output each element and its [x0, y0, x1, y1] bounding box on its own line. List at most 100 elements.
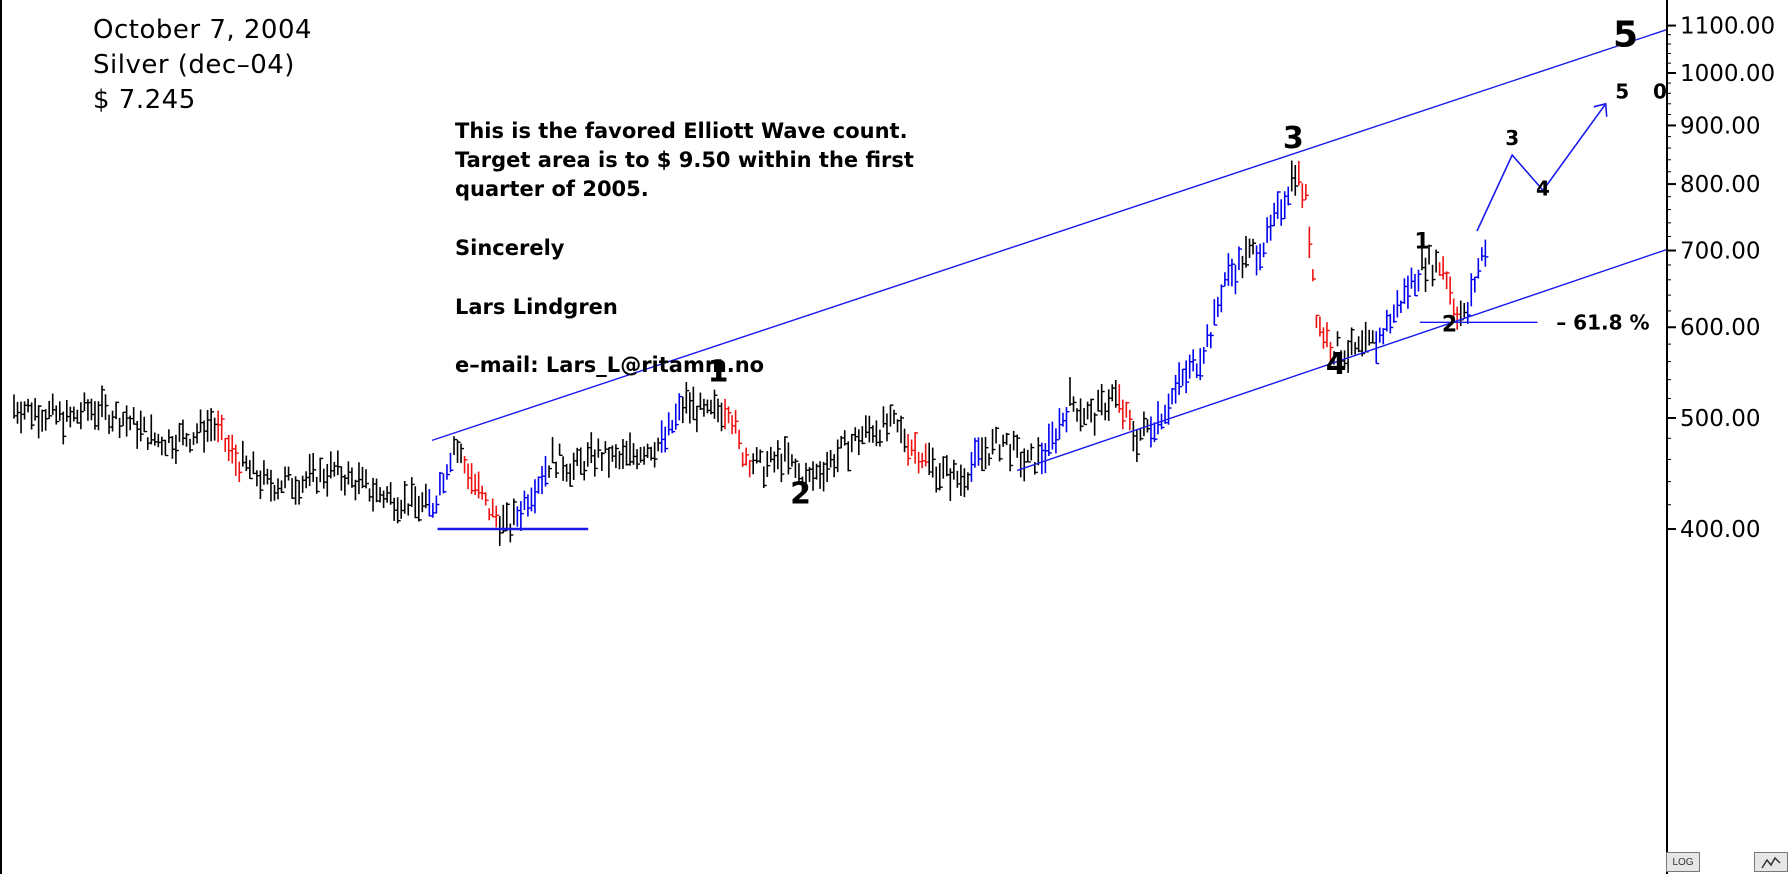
price-bar [146, 437, 151, 450]
price-bar [689, 392, 693, 424]
price-bar [843, 430, 848, 446]
price-bar [1396, 290, 1401, 318]
price-bar [854, 427, 859, 442]
price-bar [650, 446, 655, 461]
price-bar [20, 401, 25, 434]
price-bar [1097, 389, 1102, 412]
price-bar [101, 385, 105, 418]
wave-label: 4 [1326, 347, 1347, 382]
price-bar [1104, 402, 1109, 421]
note-author: Lars Lindgren [455, 295, 618, 319]
price-bar [593, 449, 598, 477]
price-bar [108, 414, 113, 435]
price-bar [900, 415, 905, 444]
price-bar [917, 451, 922, 474]
trendline [431, 20, 1693, 442]
price-bar [798, 463, 802, 482]
price-bar [731, 415, 736, 435]
price-bar [1090, 398, 1095, 423]
price-bar [1466, 302, 1471, 324]
price-bar [1400, 300, 1404, 314]
price-bar [1005, 432, 1010, 446]
price-bar [981, 437, 985, 472]
price-bar [882, 406, 887, 428]
price-bar [762, 466, 767, 488]
price-bar [1181, 368, 1186, 386]
price-bar [706, 399, 711, 414]
price-bar [1199, 348, 1204, 381]
price-bar [773, 451, 778, 473]
price-bar [1217, 296, 1221, 317]
price-bar [1424, 257, 1429, 293]
price-bar [636, 449, 641, 470]
trendlines [431, 20, 1693, 531]
price-bar [1030, 443, 1035, 461]
price-bar [1421, 241, 1425, 271]
price-bar [199, 409, 204, 433]
price-bar [1136, 429, 1140, 463]
price-bar [956, 470, 961, 488]
price-bar [639, 447, 644, 463]
price-bar [129, 415, 134, 431]
price-bar [727, 406, 732, 424]
price-bar [414, 486, 419, 519]
log-scale-button[interactable]: LOG [1666, 852, 1700, 872]
price-bar [794, 458, 799, 478]
price-bar [1315, 314, 1320, 329]
price-bar [674, 403, 679, 430]
price-bar [590, 432, 595, 464]
price-bar [365, 469, 369, 489]
price-bar [90, 398, 95, 421]
header-date: October 7, 2004 [93, 15, 313, 45]
price-bar [615, 444, 619, 469]
price-bar [513, 498, 517, 526]
price-bar [1051, 421, 1056, 450]
price-bar [319, 457, 324, 483]
price-bar [1153, 422, 1158, 443]
price-bar [460, 443, 465, 464]
price-bar [995, 426, 1000, 444]
price-bar [375, 478, 380, 503]
price-bar [879, 429, 883, 447]
price-bar [1019, 451, 1024, 478]
chart-tool-button[interactable] [1754, 852, 1788, 872]
price-bar [27, 398, 32, 413]
price-bar [213, 417, 218, 441]
price-bar [301, 475, 306, 493]
price-bar [1224, 272, 1228, 287]
price-bar [178, 422, 183, 442]
price-bar [333, 461, 338, 477]
price-bar [562, 456, 567, 481]
price-bar [474, 473, 479, 495]
price-bar [622, 439, 626, 469]
price-bar [298, 480, 303, 505]
header-price: $ 7.245 [93, 85, 196, 115]
price-bar [945, 455, 950, 477]
price-bar [1269, 214, 1274, 241]
price-bar [252, 451, 257, 475]
price-bar [1301, 183, 1306, 209]
price-bar [23, 401, 28, 420]
wave-label: 1 [708, 355, 729, 390]
price-bar [1280, 199, 1285, 226]
price-bar [1456, 306, 1461, 330]
price-bar [1368, 329, 1373, 346]
price-bar [1308, 226, 1313, 259]
price-bar [435, 495, 440, 514]
price-bar [185, 433, 190, 447]
price-bar [643, 446, 648, 465]
price-bar [1012, 430, 1017, 451]
price-bar [1083, 408, 1088, 426]
price-bar [921, 452, 926, 469]
price-bar [1150, 416, 1154, 448]
price-bar [481, 485, 486, 500]
price-bar [1273, 202, 1278, 227]
price-bar [924, 443, 929, 467]
price-bar [935, 466, 940, 493]
price-bar [1442, 256, 1447, 280]
price-bar [840, 435, 845, 449]
wave-label: 2 [790, 477, 811, 512]
price-bar [653, 442, 658, 468]
price-bar [1452, 298, 1457, 318]
price-bar [1428, 244, 1433, 265]
